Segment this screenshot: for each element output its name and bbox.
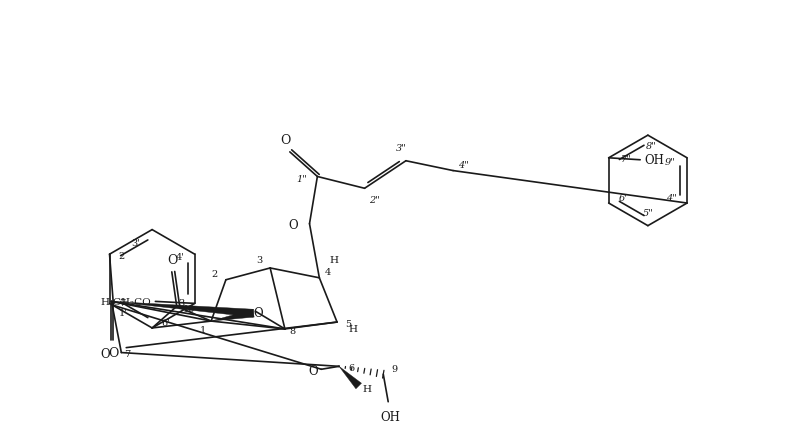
Text: 4": 4" bbox=[666, 194, 678, 203]
Polygon shape bbox=[111, 302, 254, 317]
Text: 7: 7 bbox=[119, 299, 126, 308]
Text: H: H bbox=[330, 256, 338, 265]
Text: 1": 1" bbox=[297, 175, 307, 184]
Text: 2: 2 bbox=[212, 271, 218, 279]
Text: 2": 2" bbox=[370, 196, 380, 204]
Text: O: O bbox=[108, 347, 118, 360]
Text: 1: 1 bbox=[200, 326, 206, 335]
Text: 1': 1' bbox=[118, 309, 127, 318]
Text: 3": 3" bbox=[396, 144, 406, 153]
Text: 3: 3 bbox=[178, 299, 185, 308]
Text: 6': 6' bbox=[161, 319, 170, 328]
Text: O: O bbox=[254, 307, 263, 320]
Text: O: O bbox=[167, 253, 178, 267]
Text: 8: 8 bbox=[290, 328, 296, 337]
Polygon shape bbox=[339, 366, 362, 389]
Text: O: O bbox=[288, 219, 298, 232]
Text: 7": 7" bbox=[621, 155, 631, 164]
Text: 2: 2 bbox=[118, 252, 125, 261]
Polygon shape bbox=[211, 309, 254, 321]
Text: 5": 5" bbox=[642, 209, 654, 219]
Text: O: O bbox=[100, 348, 110, 361]
Text: O: O bbox=[281, 134, 291, 147]
Text: H₃CH₂CO: H₃CH₂CO bbox=[101, 298, 151, 307]
Text: 4: 4 bbox=[326, 268, 331, 277]
Text: OH: OH bbox=[380, 411, 400, 424]
Text: OH: OH bbox=[644, 154, 664, 167]
Text: 5: 5 bbox=[345, 320, 351, 328]
Text: O: O bbox=[309, 365, 318, 378]
Text: 3: 3 bbox=[256, 256, 262, 265]
Text: 6': 6' bbox=[618, 194, 627, 203]
Text: 8": 8" bbox=[646, 142, 656, 152]
Text: 9": 9" bbox=[665, 158, 675, 167]
Text: 3': 3' bbox=[131, 239, 140, 248]
Text: 9: 9 bbox=[391, 365, 398, 374]
Text: 7: 7 bbox=[124, 350, 130, 359]
Text: 4': 4' bbox=[176, 253, 185, 262]
Text: H: H bbox=[348, 325, 358, 334]
Text: H: H bbox=[362, 386, 371, 394]
Text: 6: 6 bbox=[349, 364, 355, 373]
Text: 10: 10 bbox=[182, 305, 195, 314]
Text: 4": 4" bbox=[458, 161, 469, 170]
